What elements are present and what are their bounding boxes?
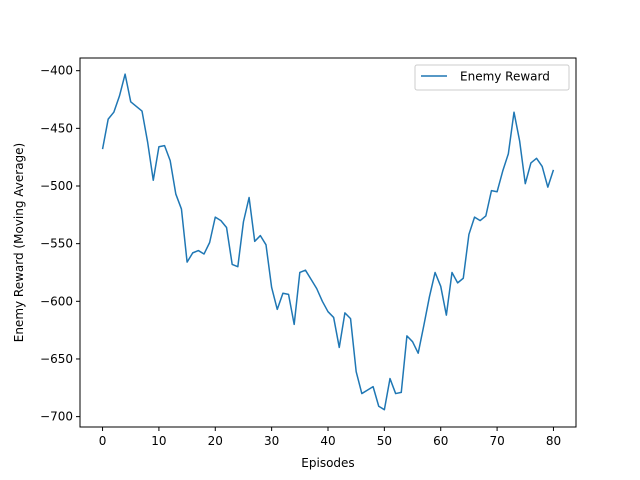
plot-series-group bbox=[101, 73, 555, 411]
y-tick-label: −450 bbox=[40, 121, 73, 135]
legend-label: Enemy Reward bbox=[460, 70, 550, 84]
y-tick-label: −600 bbox=[40, 294, 73, 308]
y-tick-label: −500 bbox=[40, 179, 73, 193]
y-axis-label: Enemy Reward (Moving Average) bbox=[12, 143, 26, 343]
x-tick-label: 70 bbox=[489, 434, 504, 448]
x-tick-label: 80 bbox=[546, 434, 561, 448]
plot-frame bbox=[79, 57, 577, 428]
x-tick-label: 30 bbox=[264, 434, 279, 448]
legend-box bbox=[414, 64, 570, 91]
y-tick-label: −400 bbox=[40, 64, 73, 78]
x-tick-label: 10 bbox=[151, 434, 166, 448]
legend: Enemy Reward bbox=[414, 64, 570, 91]
y-tick-label: −700 bbox=[40, 410, 73, 424]
y-tick-label: −650 bbox=[40, 352, 73, 366]
x-tick-label: 0 bbox=[99, 434, 107, 448]
y-tick-label: −550 bbox=[40, 237, 73, 251]
x-axis-label: Episodes bbox=[301, 456, 354, 470]
x-tick-label: 20 bbox=[208, 434, 223, 448]
x-tick-label: 60 bbox=[433, 434, 448, 448]
x-tick-label: 50 bbox=[377, 434, 392, 448]
x-tick-label: 40 bbox=[320, 434, 335, 448]
tick-group: 0 10 20 30 40 50 60 70 80 −700 −650 −600 −550 −500 −45… bbox=[40, 64, 561, 448]
series-line-enemy-reward bbox=[101, 73, 555, 411]
